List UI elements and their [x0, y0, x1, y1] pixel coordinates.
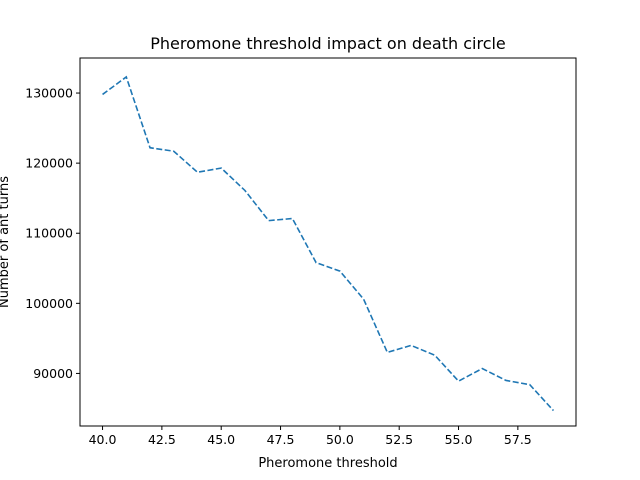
plot-area-frame	[79, 57, 577, 427]
x-axis-label: Pheromone threshold	[258, 456, 397, 471]
x-tick-label: 57.5	[504, 432, 532, 447]
y-tick-label: 100000	[25, 296, 73, 311]
y-tick-label: 130000	[25, 86, 73, 101]
x-tick-label: 55.0	[445, 432, 473, 447]
x-tick-label: 52.5	[385, 432, 413, 447]
y-tick-label: 90000	[33, 366, 73, 381]
x-tick-label: 40.0	[89, 432, 117, 447]
x-tick-label: 42.5	[148, 432, 176, 447]
x-tick-label: 47.5	[267, 432, 295, 447]
x-tick-label: 45.0	[207, 432, 235, 447]
y-tick-label: 110000	[25, 226, 73, 241]
x-tick-label: 50.0	[326, 432, 354, 447]
series-line	[102, 75, 555, 412]
series-layer	[102, 75, 555, 412]
chart-title: Pheromone threshold impact on death circ…	[150, 34, 506, 53]
x-axis-ticks: 40.0 42.5 45.0 47.5 50.0 52.5 55.0 57.5	[89, 426, 532, 447]
y-axis-ticks: 90000 100000 110000 120000 130000	[25, 86, 80, 381]
y-axis-label: Number of ant turns	[0, 176, 12, 308]
y-tick-label: 120000	[25, 156, 73, 171]
